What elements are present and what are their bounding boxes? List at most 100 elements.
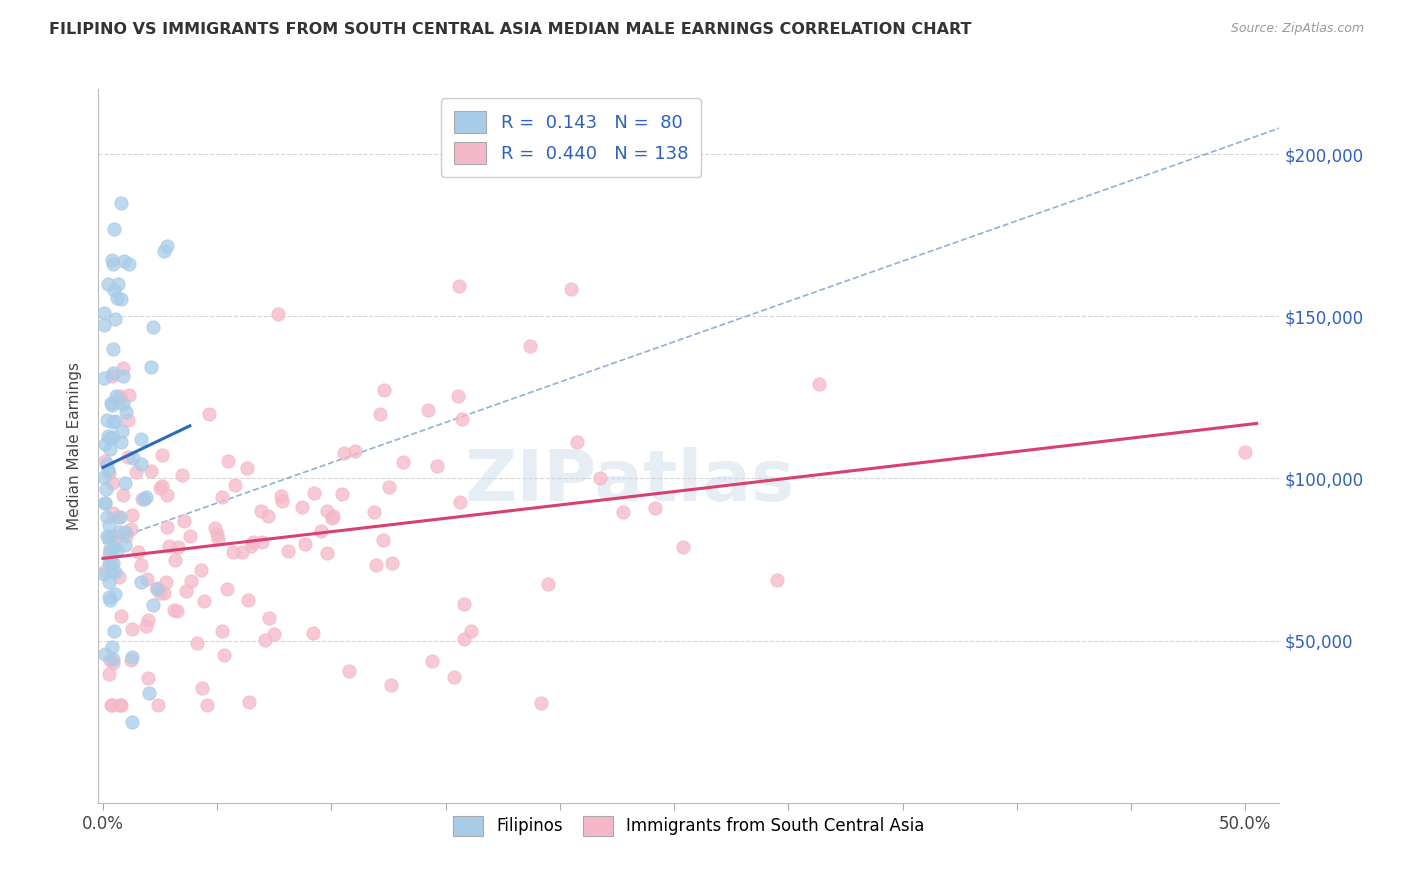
Text: Source: ZipAtlas.com: Source: ZipAtlas.com <box>1230 22 1364 36</box>
Point <box>316 546 339 560</box>
Point <box>242 534 264 549</box>
Point <box>129 432 152 446</box>
Point <box>136 613 159 627</box>
Point <box>101 367 124 381</box>
Point <box>94 437 117 451</box>
Point <box>101 343 124 357</box>
Point <box>118 387 141 401</box>
Point <box>103 652 125 666</box>
Point <box>110 698 132 713</box>
Point <box>101 657 124 671</box>
Point <box>153 244 176 259</box>
Point <box>100 593 122 607</box>
Point <box>132 491 155 506</box>
Point <box>108 389 131 403</box>
Point <box>100 396 122 410</box>
Point <box>443 670 465 684</box>
Point <box>152 448 174 462</box>
Point <box>447 389 470 403</box>
Point <box>129 558 152 572</box>
Point <box>104 389 127 403</box>
Point <box>149 481 172 495</box>
Point <box>135 490 157 504</box>
Point <box>110 608 132 623</box>
Point <box>111 361 134 376</box>
Point <box>212 648 235 662</box>
Point <box>100 442 122 457</box>
Point <box>373 383 395 397</box>
Point <box>291 500 314 514</box>
Point <box>97 530 120 544</box>
Point <box>179 529 201 543</box>
Point <box>211 624 233 638</box>
Point <box>101 506 124 520</box>
Point <box>148 586 170 600</box>
Point <box>98 466 121 480</box>
Point <box>253 632 276 647</box>
Point <box>195 698 218 713</box>
Point <box>190 563 212 577</box>
Point <box>108 394 131 409</box>
Point <box>217 454 239 468</box>
Point <box>453 632 475 646</box>
Point <box>139 464 162 478</box>
Point <box>104 587 127 601</box>
Point <box>101 698 124 713</box>
Point <box>103 222 125 236</box>
Point <box>112 254 135 268</box>
Point <box>316 504 339 518</box>
Point <box>449 278 471 293</box>
Point <box>96 482 118 496</box>
Point <box>131 574 153 589</box>
Point <box>807 377 830 392</box>
Point <box>135 619 157 633</box>
Point <box>108 524 131 539</box>
Point <box>118 257 141 271</box>
Point <box>111 369 134 384</box>
Point <box>155 520 177 534</box>
Point <box>97 590 120 604</box>
Point <box>257 611 280 625</box>
Point <box>266 308 288 322</box>
Point <box>363 505 385 519</box>
Point <box>231 545 253 559</box>
Point <box>101 256 124 270</box>
Point <box>222 545 245 559</box>
Point <box>453 597 475 611</box>
Point <box>97 277 120 291</box>
Point <box>364 558 387 573</box>
Point <box>121 508 143 522</box>
Point <box>565 435 588 450</box>
Point <box>207 532 229 546</box>
Point <box>343 444 366 458</box>
Point <box>93 306 115 320</box>
Point <box>250 503 273 517</box>
Point <box>93 469 115 483</box>
Point <box>94 495 117 509</box>
Point <box>380 556 402 570</box>
Point <box>373 533 395 547</box>
Point <box>145 582 167 596</box>
Point <box>105 291 128 305</box>
Point <box>104 565 127 579</box>
Point <box>537 576 560 591</box>
Point <box>117 413 139 427</box>
Text: FILIPINO VS IMMIGRANTS FROM SOUTH CENTRAL ASIA MEDIAN MALE EARNINGS CORRELATION : FILIPINO VS IMMIGRANTS FROM SOUTH CENTRA… <box>49 22 972 37</box>
Point <box>101 556 124 570</box>
Point <box>426 459 449 474</box>
Point <box>107 277 129 291</box>
Point <box>100 369 122 384</box>
Point <box>156 239 179 253</box>
Point <box>332 446 354 460</box>
Point <box>321 511 343 525</box>
Point <box>125 465 148 479</box>
Point <box>644 501 666 516</box>
Point <box>122 450 145 465</box>
Point <box>131 457 153 471</box>
Point <box>173 514 195 528</box>
Point <box>146 581 169 595</box>
Text: ZIPatlas: ZIPatlas <box>465 447 794 516</box>
Point <box>150 479 173 493</box>
Point <box>97 429 120 443</box>
Point <box>239 539 262 553</box>
